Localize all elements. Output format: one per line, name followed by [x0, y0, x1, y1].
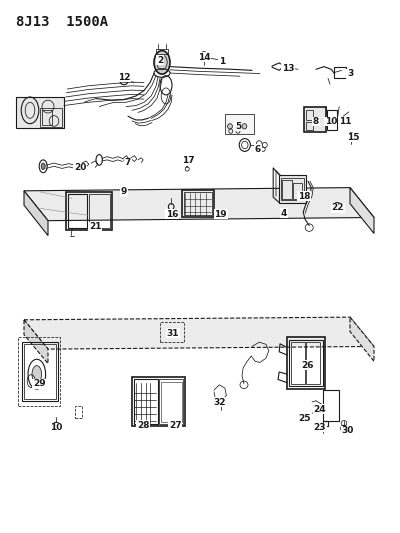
Text: 10: 10	[50, 423, 62, 432]
Bar	[293, 183, 302, 199]
Bar	[89, 194, 110, 228]
Text: 21: 21	[89, 222, 102, 231]
Text: 9: 9	[121, 188, 127, 196]
Ellipse shape	[32, 366, 42, 383]
Bar	[68, 194, 87, 228]
Bar	[279, 175, 306, 203]
Polygon shape	[350, 188, 374, 233]
Bar	[66, 192, 112, 230]
Bar	[289, 340, 323, 386]
Text: 14: 14	[198, 53, 210, 61]
Bar	[334, 67, 346, 78]
Polygon shape	[350, 317, 374, 361]
Bar	[24, 344, 56, 399]
Text: 26: 26	[301, 361, 314, 369]
Bar	[282, 180, 292, 199]
Text: 22: 22	[332, 204, 344, 212]
Bar	[306, 342, 320, 384]
Bar	[134, 379, 158, 424]
Bar	[327, 110, 337, 130]
Bar	[287, 337, 325, 389]
Bar	[281, 178, 304, 200]
Text: 27: 27	[169, 421, 182, 430]
Bar	[161, 382, 182, 422]
Text: 1: 1	[219, 57, 225, 66]
Bar	[156, 49, 168, 54]
Ellipse shape	[41, 163, 45, 169]
Polygon shape	[24, 317, 374, 349]
Polygon shape	[24, 191, 48, 236]
Ellipse shape	[235, 124, 240, 129]
Text: 17: 17	[182, 157, 194, 165]
Text: 3: 3	[347, 69, 353, 78]
Bar	[323, 390, 339, 421]
Text: 4: 4	[281, 209, 287, 217]
Bar	[75, 406, 82, 418]
Ellipse shape	[242, 124, 247, 129]
Bar	[184, 192, 212, 215]
Text: 16: 16	[166, 210, 178, 219]
Bar	[132, 377, 185, 426]
Text: 28: 28	[137, 421, 150, 430]
Bar	[306, 110, 313, 120]
Bar	[304, 107, 326, 132]
Text: 30: 30	[342, 426, 354, 435]
Bar	[42, 110, 52, 125]
Text: 12: 12	[118, 73, 130, 82]
Bar	[18, 337, 60, 406]
Text: 23: 23	[314, 423, 326, 432]
Text: 2: 2	[157, 56, 163, 64]
Text: 13: 13	[282, 64, 294, 72]
Polygon shape	[24, 320, 48, 364]
Ellipse shape	[228, 124, 232, 129]
Text: 11: 11	[338, 117, 351, 126]
Bar	[22, 342, 58, 401]
Bar	[160, 322, 184, 342]
Ellipse shape	[154, 51, 170, 74]
Text: 6: 6	[255, 145, 261, 154]
Bar	[225, 114, 254, 134]
Ellipse shape	[342, 427, 346, 430]
Text: 15: 15	[346, 133, 359, 142]
Text: 8: 8	[313, 117, 319, 126]
Bar	[291, 342, 305, 384]
Polygon shape	[16, 97, 64, 128]
Text: 5: 5	[235, 122, 241, 131]
Text: 32: 32	[213, 398, 226, 407]
Text: 19: 19	[214, 210, 227, 219]
Text: 20: 20	[74, 164, 86, 172]
Text: 31: 31	[166, 329, 179, 337]
Text: 25: 25	[298, 414, 311, 423]
Text: 7: 7	[125, 158, 131, 167]
Text: 29: 29	[33, 379, 46, 388]
Text: 24: 24	[314, 405, 326, 414]
Bar	[40, 108, 62, 127]
Text: 8J13  1500A: 8J13 1500A	[16, 15, 108, 29]
Bar	[159, 379, 183, 424]
Text: 10: 10	[325, 117, 337, 126]
Bar	[182, 190, 214, 217]
Bar	[306, 122, 313, 130]
Polygon shape	[24, 188, 374, 221]
Text: 18: 18	[298, 192, 310, 200]
